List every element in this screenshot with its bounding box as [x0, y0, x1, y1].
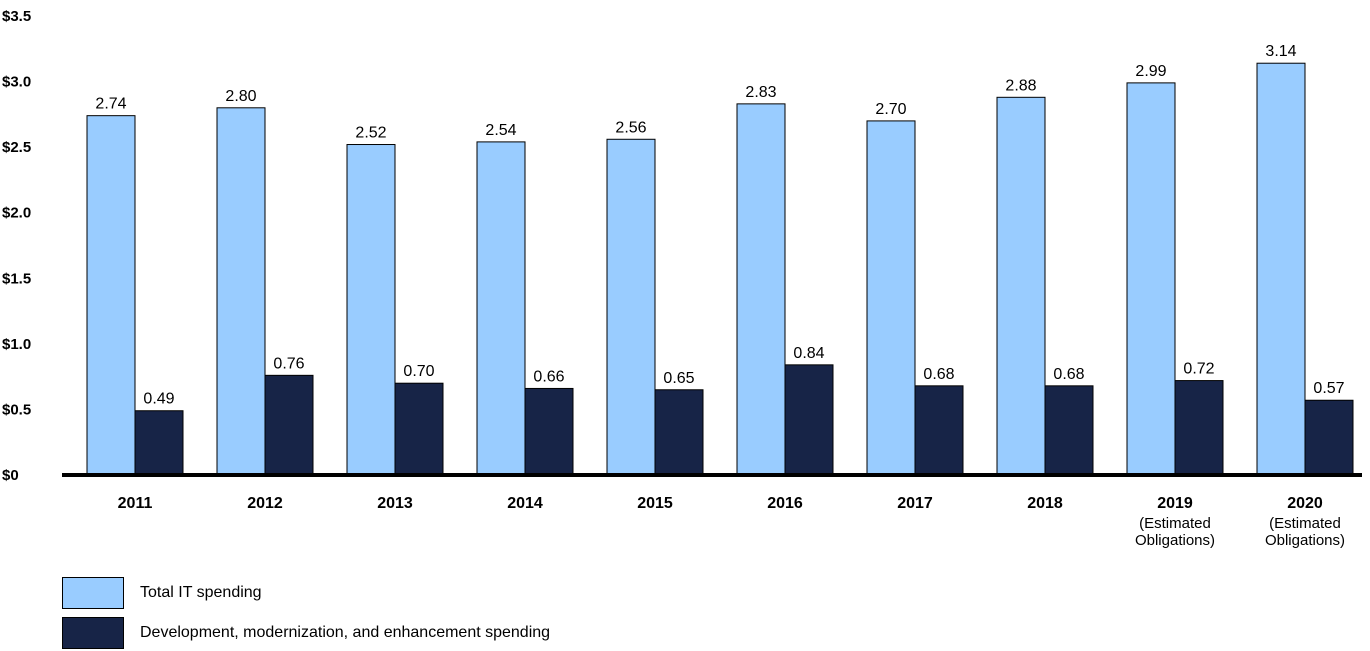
data-label: 0.68: [923, 366, 954, 383]
bar-dme: [1044, 385, 1094, 476]
x-tick-note: Obligations): [1265, 532, 1345, 549]
bar-chart: $0 $0.5 $1.0 $1.5 $2.0 $2.5 $3.0 $3.5 2.74 0.49 20…: [2, 8, 1362, 549]
data-label: 2.56: [615, 119, 646, 136]
data-label: 0.49: [143, 391, 174, 408]
data-label: 0.84: [793, 345, 824, 362]
data-label: 2.52: [355, 125, 386, 142]
bar-dme: [784, 364, 834, 476]
y-tick-label: $3.0: [2, 74, 31, 91]
bar-dme: [524, 387, 574, 476]
bar-total-it: [86, 115, 136, 476]
x-tick-label: 2020: [1287, 495, 1323, 512]
x-tick-label: 2013: [377, 495, 413, 512]
x-tick-label: 2014: [507, 495, 543, 512]
data-label: 0.57: [1313, 380, 1344, 397]
data-label: 2.54: [485, 122, 516, 139]
y-tick-label: $0.5: [2, 401, 31, 418]
data-label: 0.65: [663, 370, 694, 387]
x-tick-note: Obligations): [1135, 532, 1215, 549]
x-tick-label: 2012: [247, 495, 283, 512]
data-label: 2.74: [95, 96, 126, 113]
data-label: 2.70: [875, 101, 906, 118]
bar-dme: [914, 385, 964, 476]
x-tick-label: 2019: [1157, 495, 1193, 512]
y-tick-label: $2.0: [2, 205, 31, 222]
bar-total-it: [736, 103, 786, 476]
data-label: 2.99: [1135, 63, 1166, 80]
bar-total-it: [346, 144, 396, 476]
bar-dme: [264, 374, 314, 476]
legend-label-total-it: Total IT spending: [140, 584, 262, 601]
legend-swatch-dme: [62, 617, 124, 649]
data-label: 3.14: [1265, 43, 1296, 60]
y-tick-label: $2.5: [2, 139, 31, 156]
data-label: 2.80: [225, 88, 256, 105]
bar-dme: [134, 410, 184, 476]
data-label: 0.72: [1183, 361, 1214, 378]
x-tick-label: 2016: [767, 495, 803, 512]
bar-total-it: [1126, 82, 1176, 476]
x-tick-note: (Estimated: [1139, 515, 1211, 532]
bar-dme: [654, 389, 704, 476]
bar-total-it: [216, 107, 266, 476]
bar-total-it: [866, 120, 916, 476]
x-tick-label: 2011: [118, 495, 153, 512]
data-label: 2.83: [745, 84, 776, 101]
y-tick-label: $1.5: [2, 270, 31, 287]
data-label: 0.68: [1053, 366, 1084, 383]
y-tick-label: $1.0: [2, 336, 31, 353]
legend-swatch-total-it: [62, 577, 124, 609]
bar-total-it: [996, 96, 1046, 476]
data-label: 2.88: [1005, 77, 1036, 94]
legend-item-total-it: Total IT spending: [62, 577, 762, 611]
data-label: 0.76: [273, 355, 304, 372]
y-tick-label: $3.5: [2, 8, 31, 25]
data-label: 0.70: [403, 363, 434, 380]
legend-item-dme: Development, modernization, and enhancem…: [62, 617, 762, 651]
bar-total-it: [606, 138, 656, 476]
data-label: 0.66: [533, 368, 564, 385]
legend-label-dme: Development, modernization, and enhancem…: [140, 624, 551, 641]
x-tick-label: 2015: [637, 495, 673, 512]
y-tick-label: $0: [2, 467, 19, 484]
x-tick-label: 2018: [1027, 495, 1063, 512]
x-tick-note: (Estimated: [1269, 515, 1341, 532]
x-tick-label: 2017: [897, 495, 933, 512]
bar-dme: [1174, 380, 1224, 476]
bar-total-it: [1256, 62, 1306, 476]
bar-dme: [1304, 399, 1354, 476]
bar-total-it: [476, 141, 526, 476]
bar-dme: [394, 382, 444, 476]
